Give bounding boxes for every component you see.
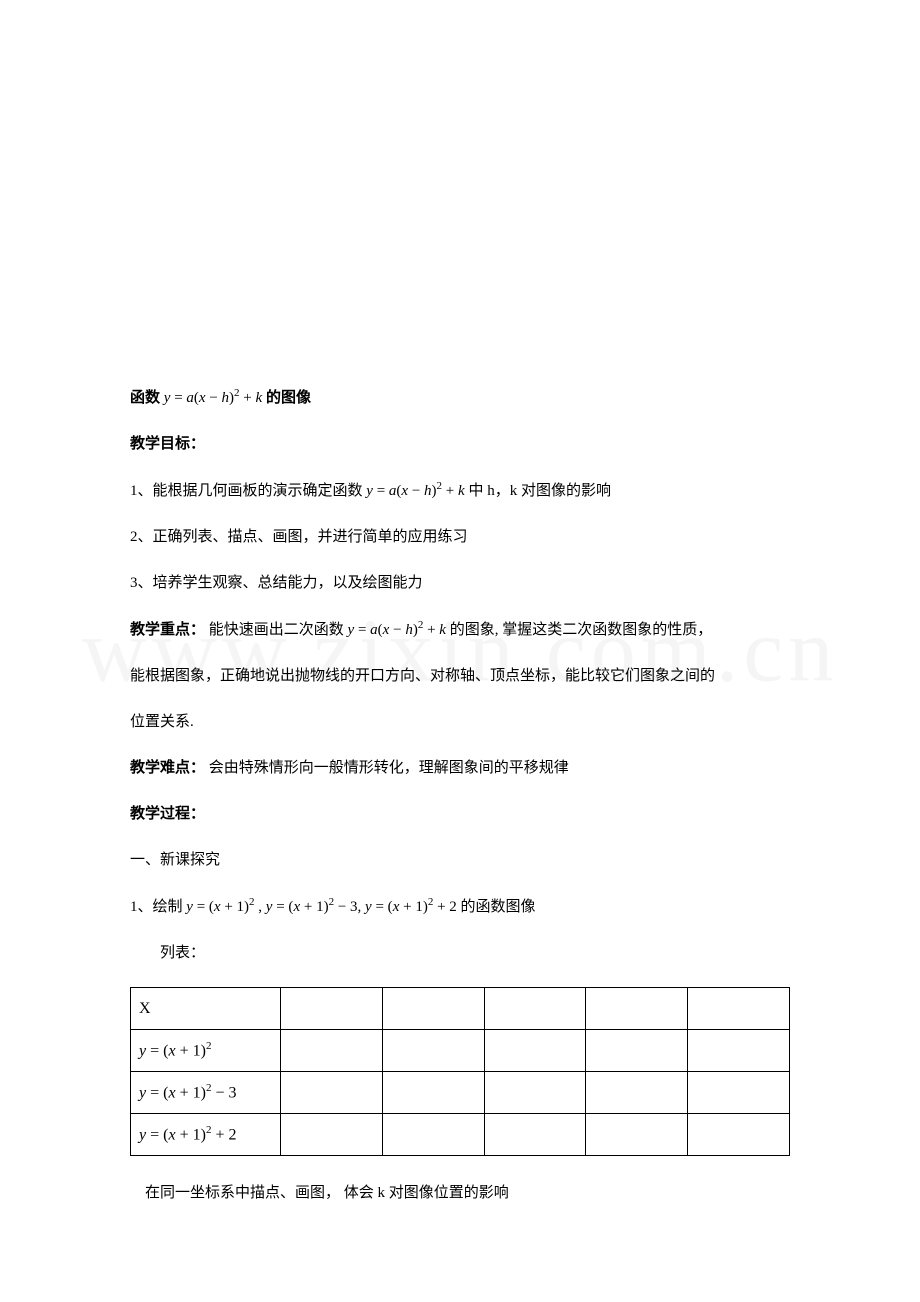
table-cell [688,1030,790,1072]
table-cell [586,1114,688,1156]
table-cell [281,1072,383,1114]
table-cell [281,988,383,1030]
draw-line: 1、绘制 y = (x + 1)2 , y = (x + 1)2 − 3, y … [130,894,790,919]
title-suffix: 的图像 [266,390,311,406]
goal1: 1、能根据几何画板的演示确定函数 y = a(x − h)2 + k 中 h，k… [130,478,790,503]
keypoint-suffix: 的图象, 掌握这类二次函数图象的性质， [450,622,713,638]
section-difficulty: 教学难点： [130,760,205,776]
table-row: X [131,988,790,1030]
table-cell [688,1114,790,1156]
section-process: 教学过程： [130,802,790,826]
goal1-suffix: 中 h，k 对图像的影响 [468,483,611,499]
table-cell [484,988,586,1030]
table-cell [281,1114,383,1156]
table-cell [586,1030,688,1072]
draw-formulas: y = (x + 1)2 , y = (x + 1)2 − 3, y = (x … [186,899,457,915]
table-cell [484,1072,586,1114]
keypoint-line2: 能根据图象，正确地说出抛物线的开口方向、对称轴、顶点坐标，能比较它们图象之间的 [130,664,790,688]
table-cell [484,1030,586,1072]
keypoint-line: 教学重点： 能快速画出二次函数 y = a(x − h)2 + k 的图象, 掌… [130,617,790,642]
table-cell [382,988,484,1030]
row3-formula: y = (x + 1)2 + 2 [131,1114,281,1156]
keypoint-prefix: 能快速画出二次函数 [209,622,344,638]
row1-formula: y = (x + 1)2 [131,1030,281,1072]
goal3: 3、培养学生观察、总结能力，以及绘图能力 [130,571,790,595]
table-cell [586,1072,688,1114]
title-line: 函数 y = a(x − h)2 + k 的图像 [130,385,790,410]
row2-formula: y = (x + 1)2 − 3 [131,1072,281,1114]
title-formula: y = a(x − h)2 + k [164,390,262,406]
title-prefix: 函数 [130,390,160,406]
section-goal: 教学目标： [130,432,790,456]
goal2: 2、正确列表、描点、画图，并进行简单的应用练习 [130,525,790,549]
table-row: y = (x + 1)2 + 2 [131,1114,790,1156]
document-content: 函数 y = a(x − h)2 + k 的图像 教学目标： 1、能根据几何画板… [0,0,920,1205]
section-keypoint: 教学重点： [130,622,205,638]
table-cell [382,1072,484,1114]
table-row: y = (x + 1)2 − 3 [131,1072,790,1114]
table-cell [382,1030,484,1072]
data-table: X y = (x + 1)2 y = (x + 1)2 − 3 y = (x +… [130,987,790,1156]
keypoint-formula: y = a(x − h)2 + k [348,622,446,638]
table-cell [281,1030,383,1072]
table-row: y = (x + 1)2 [131,1030,790,1072]
difficulty-text: 会由特殊情形向一般情形转化，理解图象间的平移规律 [209,760,569,776]
goal1-formula: y = a(x − h)2 + k [366,483,464,499]
table-cell [382,1114,484,1156]
keypoint-line3: 位置关系. [130,710,790,734]
table-header: X [131,988,281,1030]
process1: 一、新课探究 [130,848,790,872]
table-label: 列表： [130,941,790,965]
footer-text: 在同一坐标系中描点、画图， 体会 k 对图像位置的影响 [130,1181,790,1205]
difficulty-line: 教学难点： 会由特殊情形向一般情形转化，理解图象间的平移规律 [130,756,790,780]
table-cell [484,1114,586,1156]
goal1-prefix: 1、能根据几何画板的演示确定函数 [130,483,363,499]
table-cell [688,988,790,1030]
table-cell [688,1072,790,1114]
table-cell [586,988,688,1030]
draw-suffix: 的函数图像 [461,899,536,915]
draw-prefix: 1、绘制 [130,899,183,915]
